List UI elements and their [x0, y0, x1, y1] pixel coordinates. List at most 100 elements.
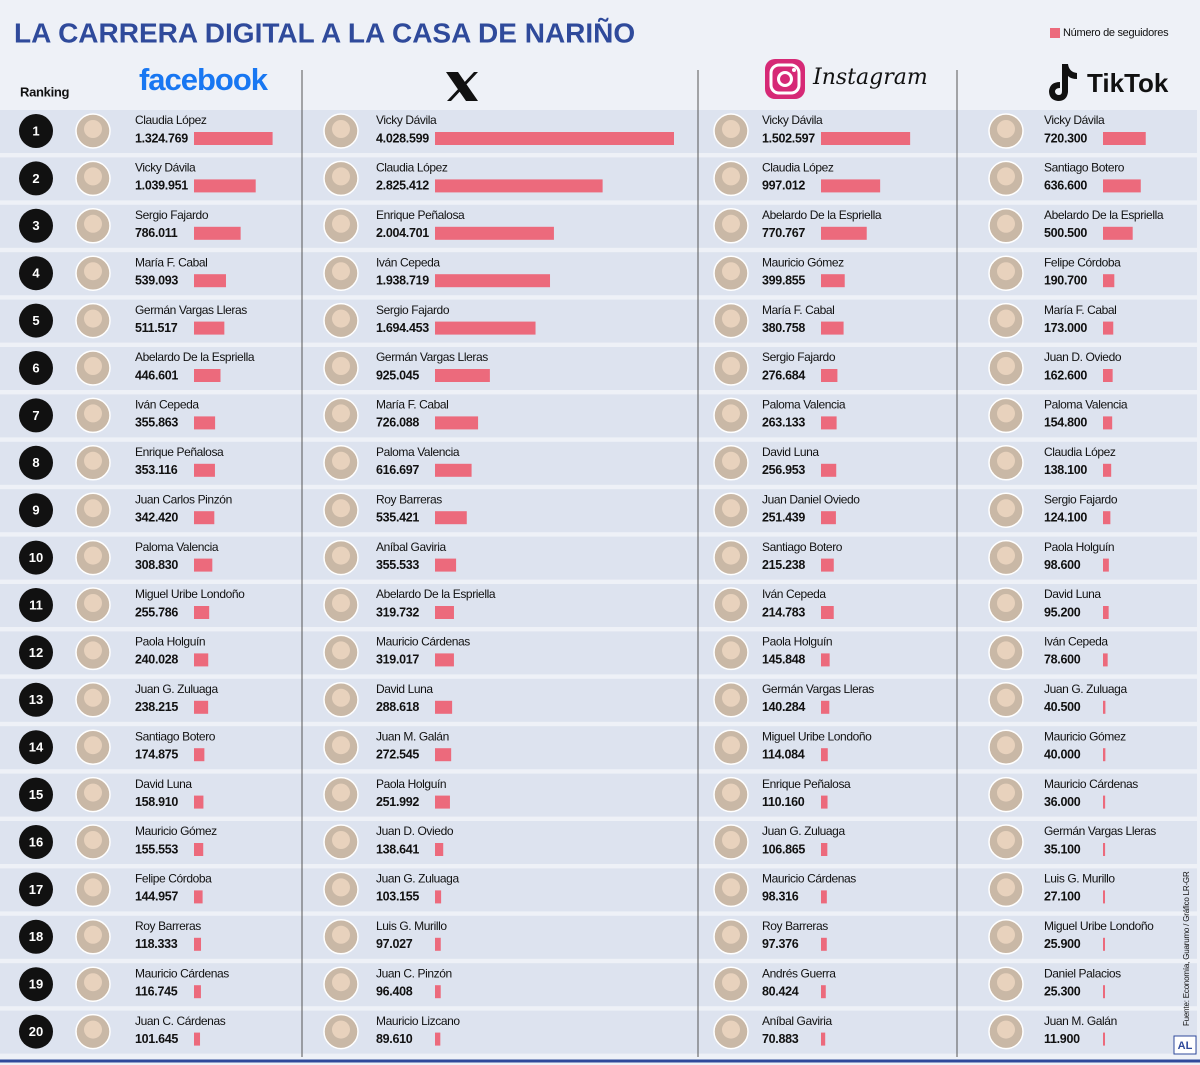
candidate-name: Abelardo De la Espriella — [762, 208, 882, 222]
value-label: 238.215 — [135, 700, 178, 714]
value-label: 154.800 — [1044, 416, 1087, 430]
rank-badge — [19, 256, 53, 291]
bar — [821, 985, 826, 999]
avatar-face — [722, 973, 740, 992]
bar — [435, 843, 444, 856]
rank: 8 — [32, 455, 39, 470]
bar — [1103, 748, 1106, 762]
avatar-face — [332, 120, 350, 138]
value-label: 1.694.453 — [376, 321, 429, 335]
bar — [821, 890, 827, 904]
value-label: 27.100 — [1044, 890, 1081, 904]
rank: 4 — [32, 266, 40, 281]
rank: 17 — [29, 882, 43, 897]
bar — [194, 463, 215, 477]
bar — [821, 606, 834, 619]
bar — [821, 748, 828, 762]
candidate-name: Mauricio Cárdenas — [376, 635, 470, 649]
avatar-face — [997, 736, 1015, 755]
avatar-face — [84, 167, 102, 186]
avatar-face — [84, 357, 102, 375]
candidate-name: Santiago Botero — [762, 540, 843, 554]
rank-badge — [19, 682, 53, 717]
candidate-name: Miguel Uribe Londoño — [762, 729, 872, 743]
avatar-face — [997, 546, 1015, 565]
value-label: 25.300 — [1044, 984, 1081, 998]
candidate-name: Sergio Fajardo — [1044, 492, 1118, 506]
rank-badge — [19, 161, 53, 196]
rank-badge — [19, 730, 53, 765]
candidate-name: Vicky Dávila — [135, 161, 196, 175]
candidate-name: Aníbal Gaviria — [762, 1014, 832, 1028]
avatar-face — [84, 641, 102, 660]
candidate-name: David Luna — [1044, 587, 1101, 601]
candidate-name: Juan M. Galán — [376, 729, 449, 743]
value-label: 162.600 — [1044, 368, 1087, 382]
value-label: 101.645 — [135, 1032, 178, 1046]
avatar-face — [722, 594, 740, 612]
bar — [821, 274, 845, 288]
value-label: 98.600 — [1044, 558, 1081, 572]
candidate-name: Mauricio Gómez — [135, 824, 217, 838]
value-label: 95.200 — [1044, 605, 1081, 619]
candidate-name: Felipe Córdoba — [135, 872, 212, 886]
value-label: 380.758 — [762, 321, 805, 335]
value-label: 155.553 — [135, 842, 178, 856]
value-label: 25.900 — [1044, 937, 1081, 951]
avatar-face — [84, 878, 102, 897]
candidate-name: Mauricio Gómez — [1044, 729, 1126, 743]
avatar-face — [332, 214, 350, 233]
legend-label: Número de seguidores — [1063, 27, 1169, 39]
avatar-face — [332, 736, 350, 755]
candidate-name: Abelardo De la Espriella — [376, 587, 496, 601]
avatar-face — [997, 404, 1015, 423]
rank: 7 — [32, 408, 39, 423]
avatar-face — [84, 262, 102, 281]
candidate-name: Paola Holguín — [762, 635, 832, 649]
bar — [821, 1032, 826, 1046]
value-label: 138.641 — [376, 842, 419, 856]
avatar-face — [997, 641, 1015, 660]
avatar-face — [997, 973, 1015, 992]
rank: 20 — [29, 1024, 43, 1039]
value-label: 616.697 — [376, 463, 419, 477]
candidate-name: Miguel Uribe Londoño — [1044, 919, 1154, 933]
candidate-name: Roy Barreras — [762, 919, 828, 933]
rank: 3 — [32, 218, 39, 233]
candidate-name: Miguel Uribe Londoño — [135, 587, 245, 601]
avatar-face — [84, 214, 102, 233]
bar — [821, 511, 836, 525]
value-label: 190.700 — [1044, 273, 1087, 287]
candidate-name: Roy Barreras — [135, 919, 201, 933]
bar — [1103, 843, 1106, 856]
candidate-name: Paola Holguín — [135, 635, 205, 649]
bar — [1103, 132, 1146, 145]
bar — [194, 132, 273, 145]
candidate-name: Mauricio Cárdenas — [1044, 777, 1138, 791]
value-label: 215.238 — [762, 558, 805, 572]
value-label: 174.875 — [135, 747, 178, 761]
avatar-face — [84, 546, 102, 565]
value-label: 240.028 — [135, 653, 178, 667]
candidate-name: Vicky Dávila — [376, 113, 437, 127]
bar — [1103, 653, 1108, 667]
title: LA CARRERA DIGITAL A LA CASA DE NARIÑO — [14, 17, 635, 48]
candidate-name: David Luna — [376, 682, 433, 696]
value-label: 319.017 — [376, 653, 419, 667]
value-label: 96.408 — [376, 984, 413, 998]
avatar-face — [722, 262, 740, 281]
candidate-name: Germán Vargas Lleras — [376, 350, 488, 364]
avatar-face — [997, 925, 1015, 944]
rank: 12 — [29, 645, 43, 660]
value-label: 40.500 — [1044, 700, 1081, 714]
candidate-name: Vicky Dávila — [762, 113, 823, 127]
rank: 11 — [29, 597, 43, 612]
avatar-face — [997, 262, 1015, 281]
bar — [821, 558, 834, 572]
bar — [194, 179, 256, 193]
value-label: 144.957 — [135, 890, 178, 904]
avatar-face — [332, 641, 350, 660]
bar — [194, 558, 213, 572]
candidate-name: Paola Holguín — [1044, 540, 1114, 554]
bar — [435, 274, 551, 288]
